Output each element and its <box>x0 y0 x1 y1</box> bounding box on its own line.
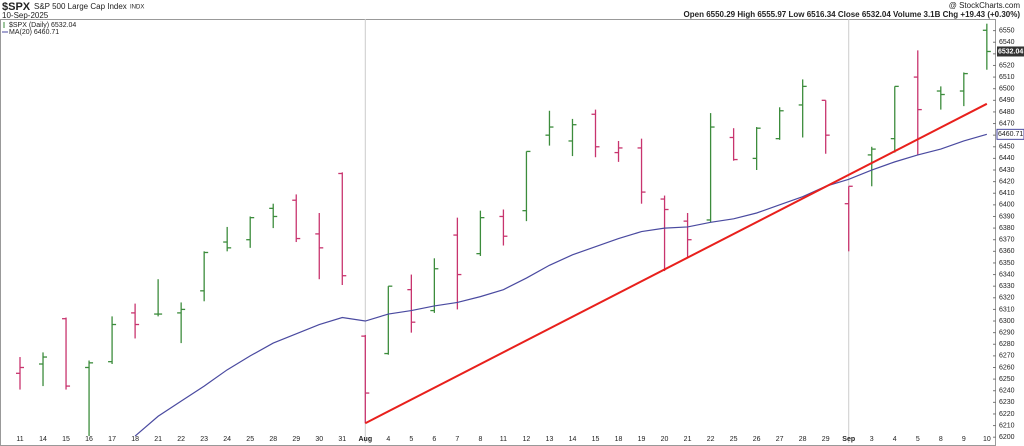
x-tick-label: 10 <box>983 436 991 443</box>
y-tick-label: 6500 <box>999 86 1015 93</box>
y-tick-label: 6300 <box>999 318 1015 325</box>
x-tick-label: Aug <box>358 436 372 443</box>
x-tick-label: 21 <box>684 436 692 443</box>
x-tick-label: 22 <box>177 436 185 443</box>
x-tick-label: 14 <box>569 436 577 443</box>
x-tick-label: 5 <box>916 436 920 443</box>
price-tag: 6532.04 <box>998 48 1023 55</box>
x-tick-label: 17 <box>108 436 116 443</box>
x-tick-label: 16 <box>85 436 93 443</box>
y-tick-label: 6270 <box>999 353 1015 360</box>
y-tick-label: 6440 <box>999 155 1015 162</box>
y-tick-label: 6310 <box>999 306 1015 313</box>
plot-frame <box>0 19 996 446</box>
y-tick-label: 6480 <box>999 109 1015 116</box>
y-tick-label: 6470 <box>999 120 1015 127</box>
x-tick-label: 6 <box>432 436 436 443</box>
y-tick-label: 6520 <box>999 62 1015 69</box>
y-tick-label: 6400 <box>999 202 1015 209</box>
x-tick-label: 24 <box>223 436 231 443</box>
y-tick-label: 6510 <box>999 74 1015 81</box>
x-tick-label: 22 <box>707 436 715 443</box>
x-tick-label: 28 <box>269 436 277 443</box>
x-tick-label: 20 <box>661 436 669 443</box>
y-tick-label: 6210 <box>999 422 1015 429</box>
ma-tag-bg <box>996 128 1024 140</box>
legend-entry: MA(20) 6460.71 <box>9 29 59 36</box>
ma-line <box>134 133 988 437</box>
y-tick-label: 6230 <box>999 399 1015 406</box>
trendline <box>364 102 988 425</box>
y-tick-label: 6280 <box>999 341 1015 348</box>
x-tick-label: 29 <box>292 436 300 443</box>
x-tick-label: 7 <box>455 436 459 443</box>
y-tick-label: 6490 <box>999 97 1015 104</box>
x-tick-label: 11 <box>500 436 507 443</box>
y-tick-label: 6350 <box>999 260 1015 267</box>
x-tick-label: 8 <box>478 436 482 443</box>
y-tick-label: 6360 <box>999 248 1015 255</box>
x-tick-label: 25 <box>730 436 738 443</box>
exchange: INDX <box>130 5 144 11</box>
date: 10-Sep-2025 <box>2 11 49 20</box>
x-tick-label: 8 <box>939 436 943 443</box>
y-tick-label: 6290 <box>999 329 1015 336</box>
x-tick-label: 15 <box>592 436 600 443</box>
y-tick-label: 6330 <box>999 283 1015 290</box>
x-tick-label: 27 <box>776 436 784 443</box>
chart-title: S&P 500 Large Cap Index <box>34 2 127 11</box>
x-tick-label: 4 <box>893 436 897 443</box>
ma-tag: 6460.71 <box>998 131 1023 138</box>
x-tick-label: 4 <box>386 436 390 443</box>
y-tick-label: 6200 <box>999 434 1015 441</box>
x-tick-label: Sep <box>842 436 855 443</box>
symbol: $SPX <box>2 1 31 13</box>
x-tick-label: 3 <box>870 436 874 443</box>
x-tick-label: 13 <box>546 436 554 443</box>
x-tick-label: 11 <box>16 436 23 443</box>
x-tick-label: 21 <box>154 436 162 443</box>
y-tick-label: 6430 <box>999 167 1015 174</box>
x-tick-label: 23 <box>200 436 208 443</box>
x-tick-label: 18 <box>615 436 623 443</box>
x-tick-label: 19 <box>638 436 646 443</box>
y-tick-label: 6240 <box>999 388 1015 395</box>
x-tick-label: 29 <box>822 436 830 443</box>
x-tick-label: 9 <box>962 436 966 443</box>
y-tick-label: 6220 <box>999 411 1015 418</box>
y-tick-label: 6550 <box>999 27 1015 34</box>
x-tick-label: 30 <box>315 436 323 443</box>
y-tick-label: 6390 <box>999 213 1015 220</box>
x-tick-label: 14 <box>39 436 47 443</box>
x-tick-label: 25 <box>246 436 254 443</box>
price-tag-bg <box>997 46 1024 57</box>
y-tick-label: 6370 <box>999 237 1015 244</box>
y-tick-label: 6380 <box>999 225 1015 232</box>
y-tick-label: 6320 <box>999 295 1015 302</box>
y-tick-label: 6260 <box>999 364 1015 371</box>
legend-entry: $SPX (Daily) 6532.04 <box>9 22 76 29</box>
y-tick-label: 6540 <box>999 39 1015 46</box>
y-tick-label: 6410 <box>999 190 1015 197</box>
x-tick-label: 18 <box>131 436 139 443</box>
x-tick-label: 15 <box>62 436 70 443</box>
y-tick-label: 6250 <box>999 376 1015 383</box>
credit: @ StockCharts.com <box>949 1 1021 10</box>
quote: Open 6550.29 High 6555.97 Low 6516.34 Cl… <box>684 10 1021 19</box>
x-tick-label: 5 <box>409 436 413 443</box>
x-tick-label: 28 <box>799 436 807 443</box>
x-tick-label: 12 <box>523 436 531 443</box>
y-tick-label: 6420 <box>999 178 1015 185</box>
y-tick-label: 6340 <box>999 271 1015 278</box>
x-tick-label: 31 <box>338 436 346 443</box>
x-tick-label: 26 <box>753 436 761 443</box>
y-tick-label: 6450 <box>999 144 1015 151</box>
